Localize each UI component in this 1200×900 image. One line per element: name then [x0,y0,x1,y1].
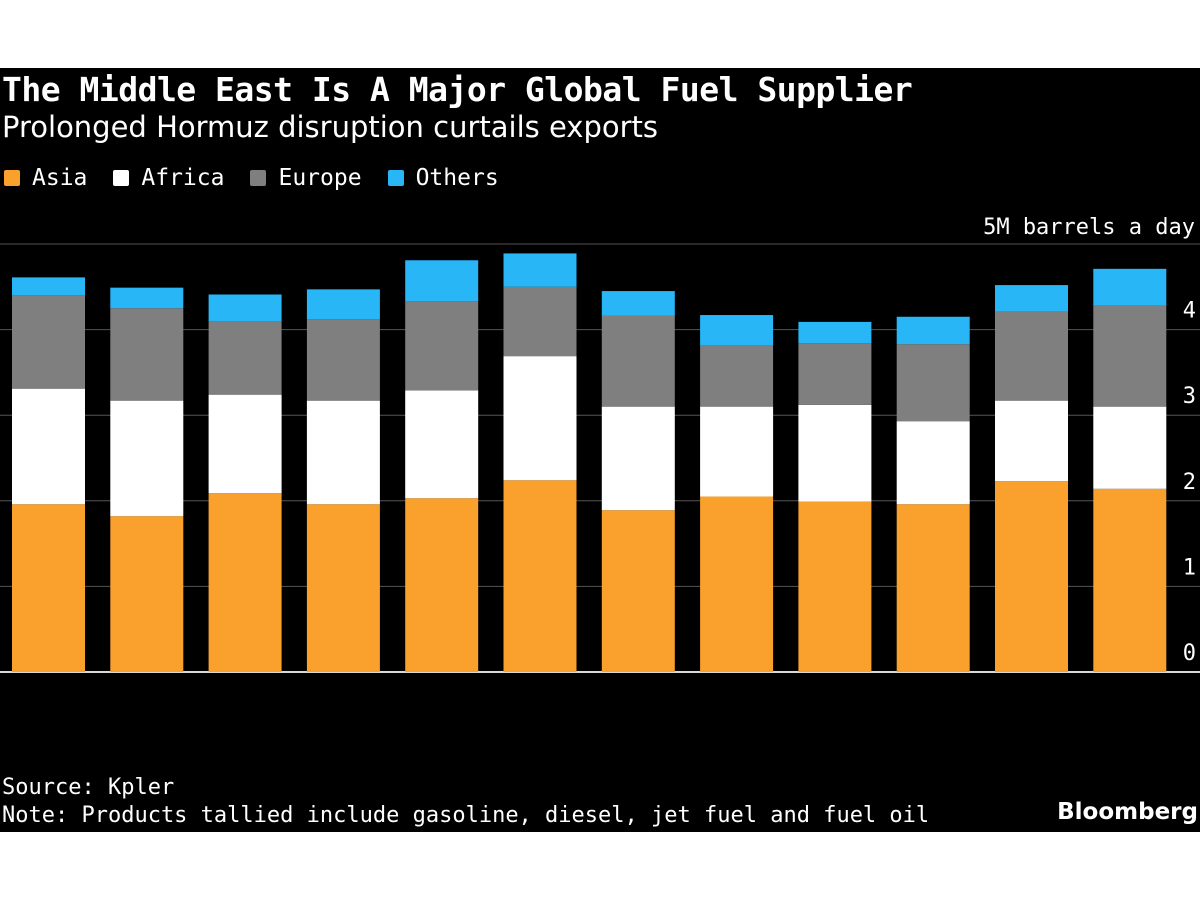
bar-africa-dec [896,421,970,505]
bar-europe-oct [700,345,774,407]
legend-swatch-others [387,170,404,186]
bar-europe-mar [12,295,85,389]
bar-others-aug [503,253,577,287]
legend-item-europe: Europe [250,165,362,191]
bar-africa-feb [1093,406,1167,489]
chart-title: The Middle East Is A Major Global Fuel S… [2,70,913,109]
legend-label-others: Others [415,165,499,191]
bar-africa-apr [110,400,184,517]
axis-labels: 5M barrels a day43210MarAprMayJunJulAugS… [983,215,1196,666]
legend-item-asia: Asia [4,165,87,191]
legend-swatch-europe [250,170,267,186]
bar-europe-may [208,321,282,395]
bar-asia-feb [1093,488,1167,672]
note-text: Note: Products tallied include gasoline,… [2,803,930,828]
bar-europe-feb [1093,305,1167,407]
bar-others-feb [1093,268,1167,306]
legend: Asia Africa Europe Others [4,165,525,191]
bar-others-sep [601,291,675,316]
bar-europe-jun [306,319,380,401]
y-tick-label-4: 4 [1183,299,1196,324]
bar-africa-oct [700,406,774,497]
bars [12,253,1167,672]
bar-asia-jun [306,504,380,672]
bar-asia-jan [995,481,1068,672]
bar-asia-oct [700,496,774,672]
bar-asia-may [208,493,282,672]
bar-others-nov [798,321,872,344]
bar-others-jan [995,285,1068,312]
bar-africa-aug [503,356,577,481]
chart-subtitle: Prolonged Hormuz disruption curtails exp… [2,110,659,144]
bar-asia-apr [110,516,184,672]
legend-item-others: Others [387,165,499,191]
bar-asia-mar [12,504,85,672]
bar-europe-apr [110,308,184,401]
y-tick-label-2: 2 [1183,470,1196,495]
bar-others-oct [700,315,774,346]
stacked-bar-chart: 5M barrels a day43210MarAprMayJunJulAugS… [0,215,1200,673]
bar-europe-jul [405,301,479,391]
bar-europe-dec [896,344,970,422]
bar-africa-jan [995,400,1068,482]
legend-swatch-asia [4,170,20,186]
bar-asia-aug [503,480,577,672]
y-tick-label-1: 1 [1183,555,1196,580]
legend-label-africa: Africa [141,165,225,191]
bar-africa-may [208,394,282,494]
legend-label-asia: Asia [32,165,88,191]
chart-panel: The Middle East Is A Major Global Fuel S… [0,68,1200,832]
bar-europe-nov [798,343,872,405]
bar-others-may [208,294,282,322]
bar-europe-jan [995,311,1068,401]
bar-others-apr [110,287,184,309]
y-tick-label-0: 0 [1183,641,1196,666]
source-block: Source: Kpler Note: Products tallied inc… [2,774,929,830]
bar-europe-sep [601,315,675,407]
bar-africa-nov [798,404,872,502]
bar-others-mar [12,277,85,296]
legend-label-europe: Europe [278,165,362,191]
bar-asia-nov [798,501,872,672]
source-text: Source: Kpler [2,775,175,800]
bar-africa-sep [601,406,675,511]
legend-swatch-africa [113,170,130,186]
legend-item-africa: Africa [113,165,224,191]
y-tick-label-3: 3 [1183,384,1196,409]
bar-others-jun [306,289,380,320]
bar-asia-dec [896,504,970,672]
bar-others-dec [896,316,970,345]
bar-europe-aug [503,286,577,357]
bar-asia-sep [601,510,675,672]
bar-africa-jul [405,390,479,499]
bar-asia-jul [405,498,479,672]
y-axis-unit-label: 5M barrels a day [983,215,1195,240]
bar-africa-jun [306,400,380,505]
bar-others-jul [405,260,479,302]
bloomberg-logo: Bloomberg [1057,799,1198,825]
bar-africa-mar [12,388,85,505]
